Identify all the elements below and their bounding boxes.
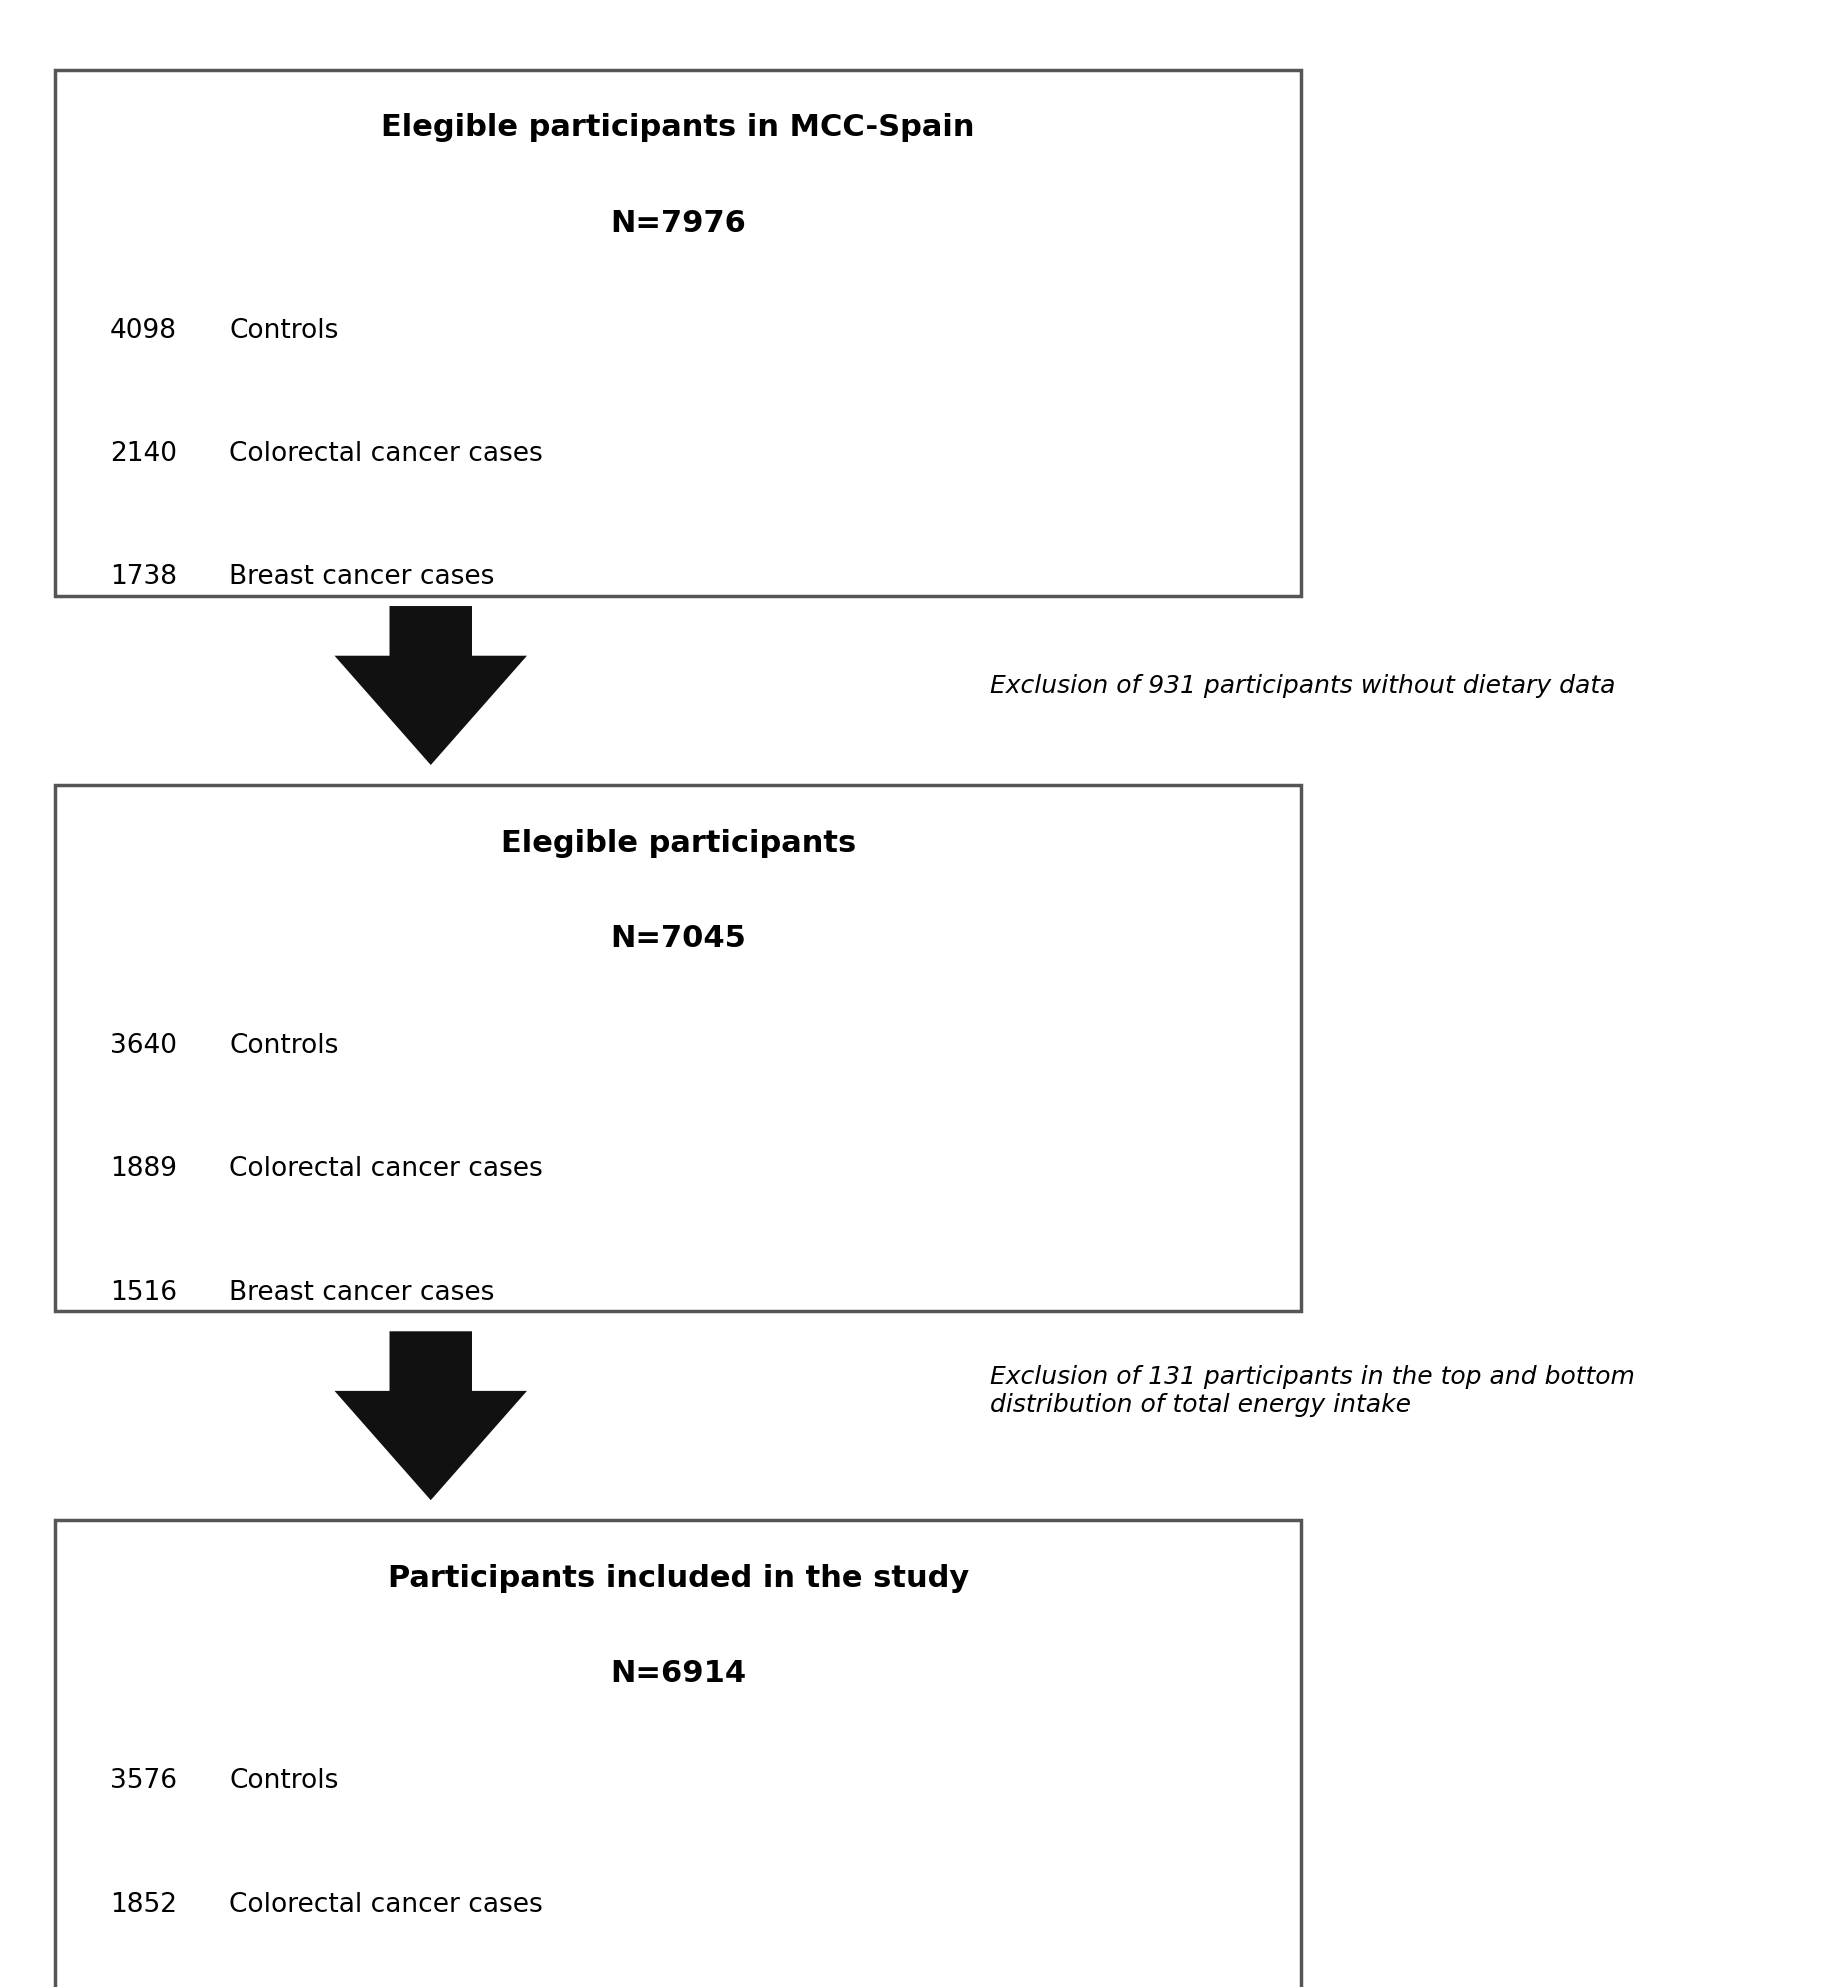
Polygon shape — [333, 1331, 526, 1500]
Text: Controls: Controls — [229, 1033, 339, 1059]
Text: Elegible participants: Elegible participants — [500, 829, 856, 858]
Text: 1738: 1738 — [110, 564, 178, 590]
Polygon shape — [333, 606, 526, 765]
Text: N=7976: N=7976 — [610, 209, 746, 238]
Text: 2140: 2140 — [110, 441, 178, 467]
Text: 1516: 1516 — [110, 1280, 178, 1305]
Text: Colorectal cancer cases: Colorectal cancer cases — [229, 1892, 542, 1917]
Text: N=7045: N=7045 — [610, 924, 746, 954]
Text: Exclusion of 131 participants in the top and bottom
distribution of total energy: Exclusion of 131 participants in the top… — [989, 1365, 1634, 1417]
FancyBboxPatch shape — [55, 785, 1301, 1311]
Text: 3576: 3576 — [110, 1768, 178, 1794]
Text: Breast cancer cases: Breast cancer cases — [229, 1280, 495, 1305]
Text: Exclusion of 931 participants without dietary data: Exclusion of 931 participants without di… — [989, 674, 1614, 697]
FancyBboxPatch shape — [55, 70, 1301, 596]
Text: Breast cancer cases: Breast cancer cases — [229, 564, 495, 590]
Text: N=6914: N=6914 — [610, 1659, 746, 1689]
FancyBboxPatch shape — [55, 1520, 1301, 1987]
Text: 3640: 3640 — [110, 1033, 178, 1059]
Text: 1852: 1852 — [110, 1892, 178, 1917]
Text: 4098: 4098 — [110, 318, 178, 344]
Text: Colorectal cancer cases: Colorectal cancer cases — [229, 441, 542, 467]
Text: Elegible participants in MCC-Spain: Elegible participants in MCC-Spain — [381, 113, 975, 143]
Text: Participants included in the study: Participants included in the study — [387, 1564, 969, 1594]
Text: 1889: 1889 — [110, 1156, 178, 1182]
Text: Controls: Controls — [229, 1768, 339, 1794]
Text: Colorectal cancer cases: Colorectal cancer cases — [229, 1156, 542, 1182]
Text: Controls: Controls — [229, 318, 339, 344]
